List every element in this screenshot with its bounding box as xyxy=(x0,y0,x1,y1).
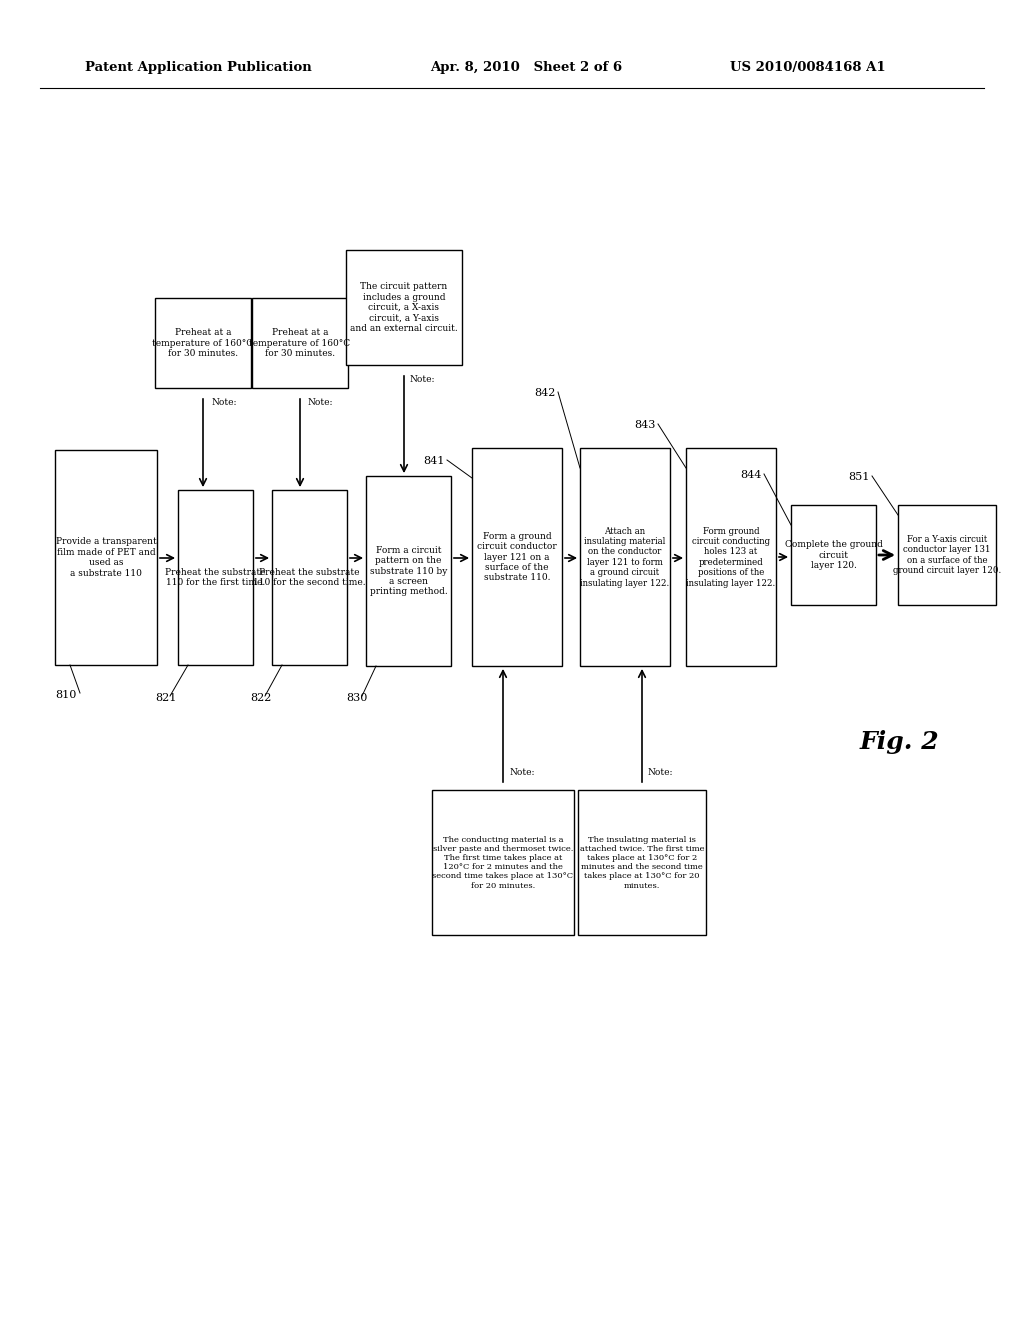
Text: Preheat the substrate
110 for the second time.: Preheat the substrate 110 for the second… xyxy=(253,568,366,587)
Bar xyxy=(791,506,876,605)
Bar xyxy=(432,789,574,935)
Text: 851: 851 xyxy=(849,473,870,482)
Text: 844: 844 xyxy=(740,470,762,480)
Bar xyxy=(580,447,670,667)
Text: The conducting material is a
silver paste and thermoset twice.
The first time ta: The conducting material is a silver past… xyxy=(432,836,573,890)
Text: 821: 821 xyxy=(155,693,176,704)
Text: Provide a transparent
film made of PET and
used as
a substrate 110: Provide a transparent film made of PET a… xyxy=(55,537,157,578)
Text: Preheat at a
temperature of 160°C
for 30 minutes.: Preheat at a temperature of 160°C for 30… xyxy=(153,329,254,358)
Text: Attach an
insulating material
on the conductor
layer 121 to form
a ground circui: Attach an insulating material on the con… xyxy=(581,527,670,587)
Text: Fig. 2: Fig. 2 xyxy=(860,730,940,754)
Text: Note:: Note: xyxy=(648,768,674,777)
Text: For a Y-axis circuit
conductor layer 131
on a surface of the
ground circuit laye: For a Y-axis circuit conductor layer 131… xyxy=(893,535,1001,576)
Text: Note:: Note: xyxy=(509,768,535,777)
Text: Patent Application Publication: Patent Application Publication xyxy=(85,62,311,74)
Text: US 2010/0084168 A1: US 2010/0084168 A1 xyxy=(730,62,886,74)
Bar xyxy=(578,789,706,935)
Text: The insulating material is
attached twice. The first time
takes place at 130°C f: The insulating material is attached twic… xyxy=(580,836,705,890)
Bar xyxy=(686,447,776,667)
Text: 843: 843 xyxy=(635,420,656,430)
Bar xyxy=(346,249,462,366)
Bar xyxy=(366,477,451,667)
Text: Preheat at a
temperature of 160°C
for 30 minutes.: Preheat at a temperature of 160°C for 30… xyxy=(250,329,350,358)
Text: Complete the ground
circuit
layer 120.: Complete the ground circuit layer 120. xyxy=(784,540,883,570)
Text: Form a circuit
pattern on the
substrate 110 by
a screen
printing method.: Form a circuit pattern on the substrate … xyxy=(370,545,447,597)
Text: 822: 822 xyxy=(250,693,271,704)
Bar xyxy=(272,490,347,665)
Bar xyxy=(472,447,562,667)
Bar xyxy=(155,298,251,388)
Text: Apr. 8, 2010   Sheet 2 of 6: Apr. 8, 2010 Sheet 2 of 6 xyxy=(430,62,623,74)
Bar xyxy=(178,490,253,665)
Text: 842: 842 xyxy=(535,388,556,399)
Bar xyxy=(898,506,996,605)
Text: Note:: Note: xyxy=(308,399,334,407)
Text: 841: 841 xyxy=(424,455,445,466)
Text: Note:: Note: xyxy=(211,399,237,407)
Text: Form a ground
circuit conductor
layer 121 on a
surface of the
substrate 110.: Form a ground circuit conductor layer 12… xyxy=(477,532,557,582)
Bar xyxy=(252,298,348,388)
Text: Form ground
circuit conducting
holes 123 at
predetermined
positions of the
insul: Form ground circuit conducting holes 123… xyxy=(686,527,775,587)
Text: 830: 830 xyxy=(346,693,368,704)
Text: Preheat the substrate
110 for the first time.: Preheat the substrate 110 for the first … xyxy=(165,568,266,587)
Bar xyxy=(55,450,157,665)
Text: Note:: Note: xyxy=(410,375,435,384)
Text: The circuit pattern
includes a ground
circuit, a X-axis
circuit, a Y-axis
and an: The circuit pattern includes a ground ci… xyxy=(350,282,458,333)
Text: 810: 810 xyxy=(55,690,77,700)
